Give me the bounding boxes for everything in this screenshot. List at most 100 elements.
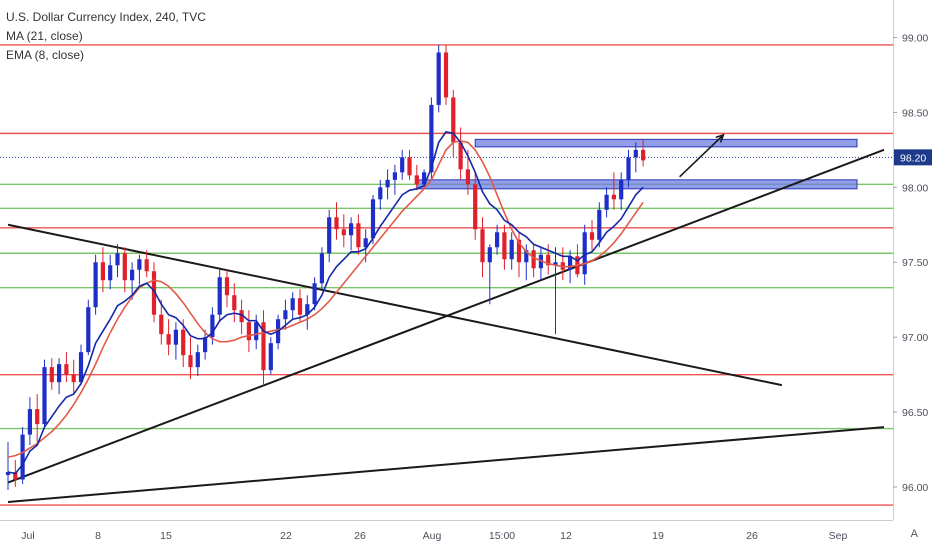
candle-body [553,262,558,266]
candle-body [509,239,514,260]
candle-body [5,472,11,476]
ema-8-line [7,131,644,475]
auto-scale-button[interactable]: A [910,528,918,540]
candle-body [297,298,303,315]
candle-body [115,253,120,266]
x-tick-label: 15 [160,530,172,542]
candle-body [130,269,135,281]
x-tick-label: 26 [354,530,366,542]
candle-body [268,343,273,371]
candle-body [86,307,91,353]
y-tick-label: 98.00 [902,182,928,194]
candle-body [378,187,383,200]
trend-line [7,148,885,484]
candle-body [195,352,200,368]
last-price-label: 98.20 [900,152,926,164]
x-tick-label: 12 [560,530,572,542]
candle-body [13,472,18,480]
candle-body [619,179,624,200]
candle-body [633,149,638,158]
candle-body [597,209,602,240]
candle-body [181,329,186,356]
candle-body [443,52,449,98]
candle-body [626,157,631,180]
candle-body [546,254,551,266]
projection-arrow [679,134,724,178]
candle-body [400,157,405,173]
candle-body [502,232,507,260]
last-price-badge [894,149,932,166]
candle-body [524,250,529,263]
trend-line [7,223,783,387]
candle-body [137,259,142,270]
candle-body [451,97,456,143]
x-tick-label: Jul [21,530,34,542]
candle-body [42,367,47,425]
candle-body [531,250,536,269]
x-tick-label: 22 [280,530,292,542]
candle-body [49,367,54,383]
x-tick-label: 19 [652,530,664,542]
candle-body [516,239,522,263]
candle-body [108,265,113,281]
candle-body [210,314,215,338]
candle-body [224,277,230,296]
candle-body [407,157,412,176]
projection-arrow-head [715,133,725,143]
candle-body [20,434,25,480]
candle-body [422,172,427,185]
candle-body [312,283,317,305]
candle-body [35,409,40,425]
y-tick-label: 98.50 [902,107,928,119]
candle-body [349,223,354,236]
candle-body [392,172,397,180]
candle-body [429,104,434,173]
candle-body [495,232,500,248]
candle-body [370,199,376,239]
candle-body [261,322,266,371]
candle-body [327,217,332,254]
candle-body [144,259,149,272]
ema-indicator-label[interactable]: EMA (8, close) [6,48,85,62]
candle-body [568,256,573,270]
candle-body [122,253,127,281]
ma-indicator-label[interactable]: MA (21, close) [6,29,83,43]
price-zone [474,138,858,148]
candle-body [356,223,361,248]
candle-body [203,337,208,353]
candle-body [254,322,259,341]
candle-body [232,295,237,311]
candle-body [283,310,288,320]
y-tick-label: 96.50 [902,407,928,419]
candle-body [217,277,222,315]
ma-21-line [7,140,644,458]
candle-body [71,374,76,383]
candle-body [151,271,157,315]
symbol-title[interactable]: U.S. Dollar Currency Index, 240, TVC [6,10,206,24]
candle-body [458,142,463,170]
chart-legend: U.S. Dollar Currency Index, 240, TVC MA … [6,8,206,65]
candle-body [319,253,324,284]
candle-body [100,262,105,281]
candle-body [290,298,295,311]
candle-body [64,364,69,375]
candle-body [173,329,178,345]
y-tick-label: 99.00 [902,32,928,44]
candle-body [305,304,310,315]
candle-body [385,179,390,188]
candle-body [436,52,441,105]
candle-body [480,229,485,263]
candle-body [239,310,244,323]
y-tick-label: 96.00 [902,482,928,494]
candle-body [334,217,339,230]
candle-body [93,262,98,308]
candle-body [604,194,609,210]
candle-body [57,364,62,383]
candle-body [363,238,368,248]
candle-body [246,322,251,341]
x-tick-label: Aug [423,530,442,542]
candle-body [78,352,84,383]
trend-line [7,426,885,504]
